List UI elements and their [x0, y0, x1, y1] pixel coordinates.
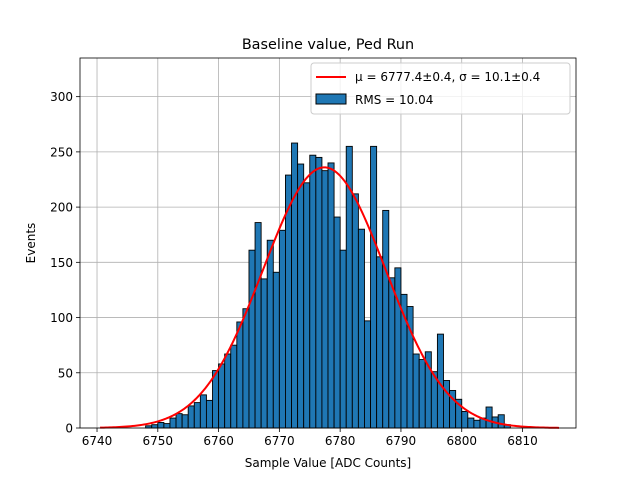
histogram-bar: [461, 410, 469, 429]
x-tick-label: 6750: [143, 434, 174, 448]
legend: μ = 6777.4±0.4, σ = 10.1±0.4 RMS = 10.04: [310, 62, 571, 115]
histogram-bar: [443, 380, 451, 429]
x-tick-label: 6800: [446, 434, 477, 448]
histogram-bar: [351, 193, 359, 429]
histogram-bar: [485, 406, 493, 429]
histogram-bar: [205, 399, 213, 429]
histogram-bar: [339, 249, 347, 429]
y-tick-label: 200: [50, 201, 73, 215]
histogram-bars: [145, 142, 511, 429]
chart-title: Baseline value, Ped Run: [242, 37, 414, 53]
y-tick-label: 300: [50, 90, 73, 104]
histogram-bar: [169, 417, 177, 429]
histogram-bar: [315, 156, 323, 429]
histogram-bar: [364, 320, 371, 429]
histogram-bar: [497, 414, 505, 429]
histogram-bar: [382, 209, 390, 429]
legend-fit-label: μ = 6777.4±0.4, σ = 10.1±0.4: [355, 70, 540, 84]
y-tick-label: 150: [50, 256, 73, 270]
histogram-bar: [266, 239, 274, 429]
histogram-bar: [242, 308, 250, 429]
histogram-bar: [193, 402, 201, 429]
histogram-bar: [230, 344, 238, 429]
histogram-bar: [327, 162, 335, 429]
x-tick-label: 6810: [507, 434, 538, 448]
y-tick-label: 50: [58, 366, 73, 380]
histogram-bar: [254, 222, 262, 429]
histogram-bar: [394, 267, 402, 429]
x-axis-ticks: 6740 6750 6760 6770 6780 6790 6800 6810: [82, 428, 538, 448]
histogram-bar: [388, 277, 396, 429]
x-tick-label: 6790: [386, 434, 417, 448]
histogram-bar: [370, 145, 378, 429]
histogram-bar: [473, 419, 481, 429]
histogram-bar: [278, 229, 286, 429]
histogram-bar: [163, 423, 171, 429]
histogram-bar: [224, 353, 232, 429]
histogram-bar: [236, 321, 244, 429]
histogram-bar: [212, 370, 220, 429]
histogram-bar: [357, 228, 365, 429]
legend-histogram-swatch: [315, 93, 347, 105]
histogram-bar: [333, 216, 341, 429]
histogram-bar: [218, 363, 226, 429]
gaussian-fit-curve: [100, 166, 559, 429]
histogram-bar: [151, 424, 159, 429]
histogram-bar: [181, 414, 189, 429]
x-tick-label: 6770: [264, 434, 295, 448]
histogram-bar: [175, 413, 183, 429]
y-tick-label: 250: [50, 145, 73, 159]
histogram-bar: [376, 256, 384, 429]
histogram-bar: [187, 405, 195, 429]
y-tick-label: 0: [65, 422, 73, 436]
y-axis-label: Events: [24, 223, 38, 264]
plot-area-frame: [79, 57, 577, 429]
histogram-bar: [248, 249, 256, 429]
histogram-bar: [291, 142, 299, 429]
histogram-bar: [309, 154, 317, 429]
x-tick-label: 6740: [82, 434, 113, 448]
x-tick-label: 6760: [203, 434, 234, 448]
histogram-bar: [303, 182, 311, 429]
x-tick-label: 6780: [325, 434, 356, 448]
histogram-bar: [272, 271, 280, 429]
histogram-bar: [199, 394, 207, 429]
legend-histogram-label: RMS = 10.04: [355, 93, 433, 107]
histogram-bar: [297, 163, 305, 429]
histogram-bar: [321, 170, 329, 429]
y-tick-label: 100: [50, 311, 73, 325]
x-axis-label: Sample Value [ADC Counts]: [245, 456, 411, 470]
histogram-bar: [260, 278, 268, 429]
histogram-bar: [412, 353, 420, 429]
histogram-bar: [157, 422, 165, 429]
histogram-bar: [418, 359, 426, 429]
histogram-bar: [467, 417, 475, 429]
legend-box: [310, 62, 571, 115]
y-axis-ticks: 0 50 100 150 200 250 300: [50, 90, 80, 436]
